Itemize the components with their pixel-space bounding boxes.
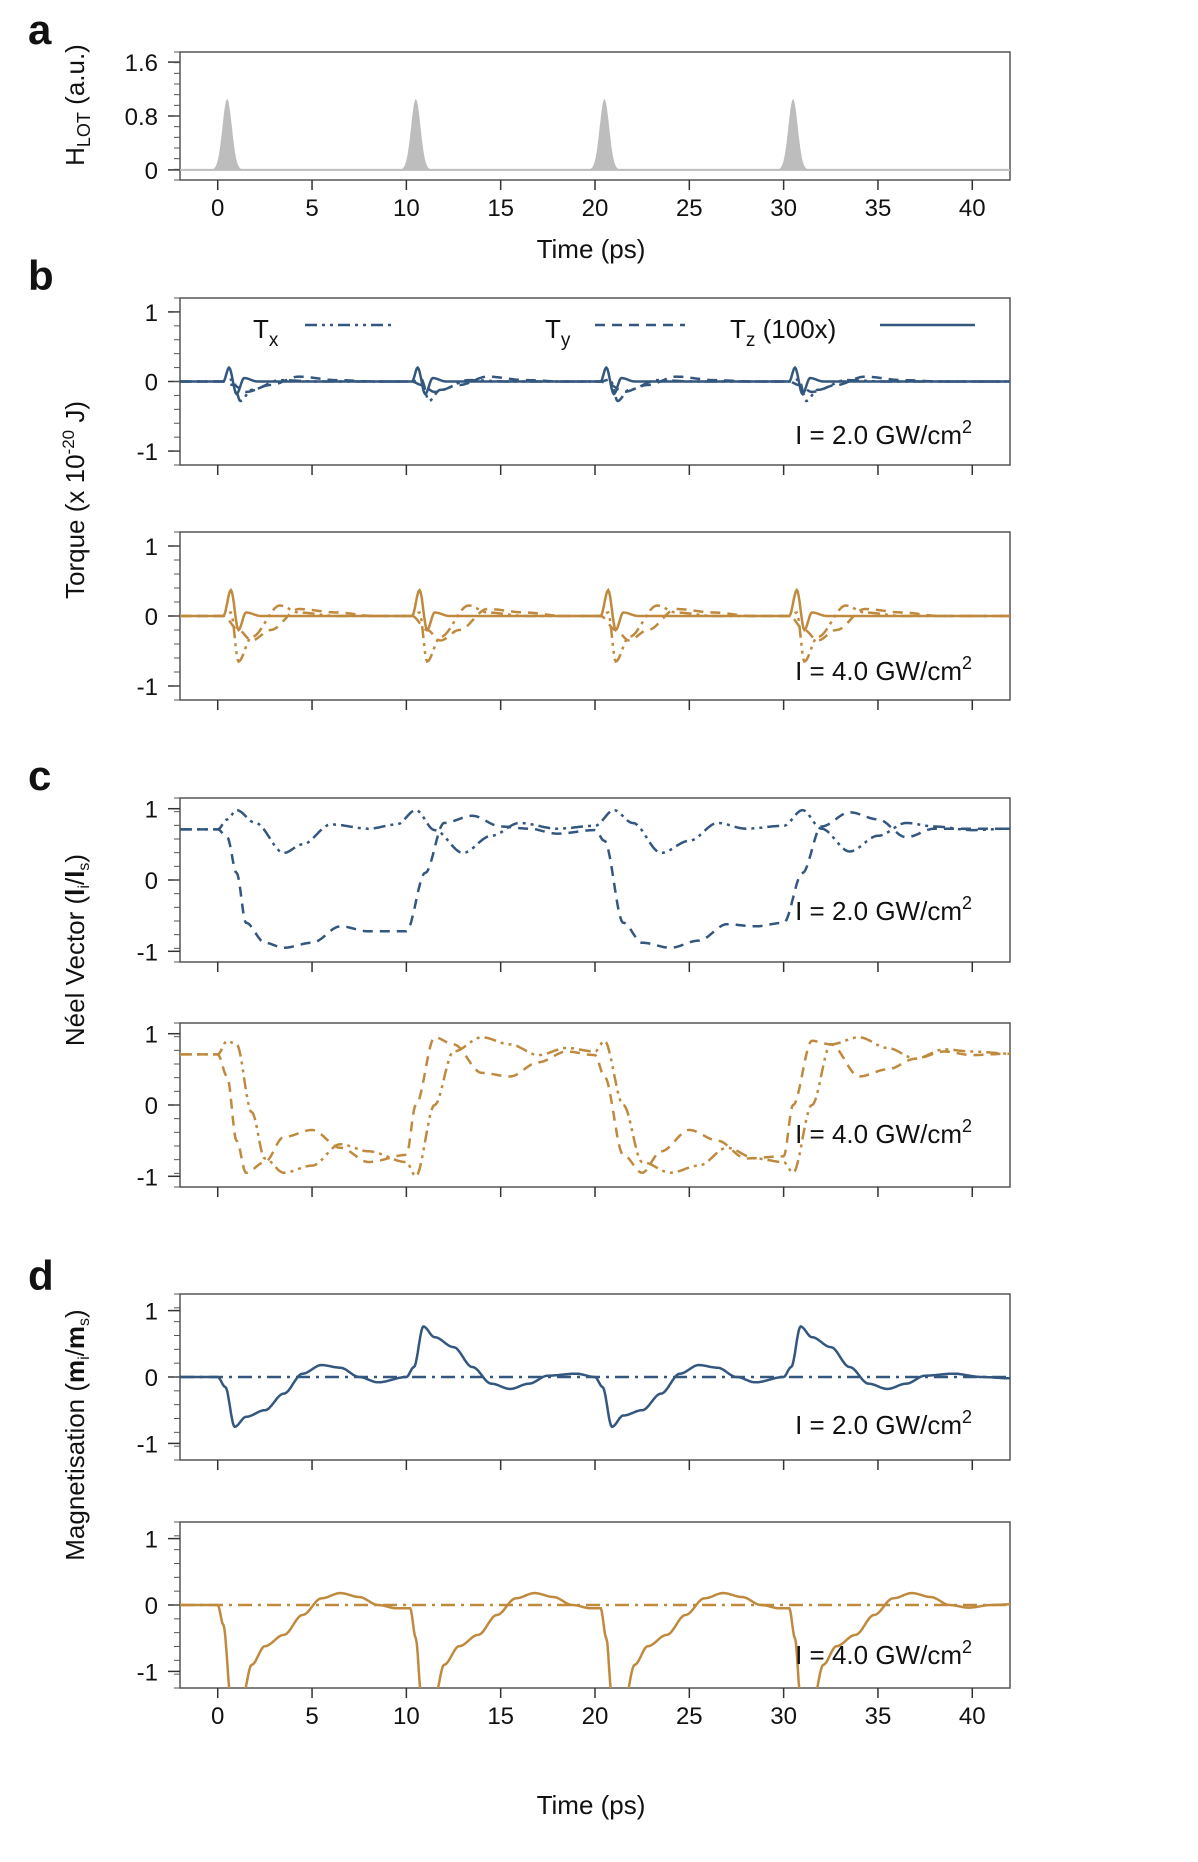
- series-line-ty: [180, 607, 1010, 642]
- x-tick-label: 15: [487, 1703, 514, 1730]
- y-tick-label: 1: [145, 797, 158, 824]
- panel-letter-b: b: [28, 252, 54, 299]
- intensity-label-b1: I = 2.0 GW/cm2: [795, 417, 972, 450]
- y-axis-title-c: Néel Vector (li/ls): [60, 854, 93, 1046]
- y-tick-label: -1: [137, 1659, 158, 1686]
- y-tick-label: 0: [145, 1365, 158, 1392]
- intensity-label-b2: I = 4.0 GW/cm2: [795, 653, 972, 686]
- y-tick-label: 0.8: [125, 104, 158, 131]
- y-tick-label: 0: [145, 370, 158, 397]
- x-tick-label: 40: [959, 195, 986, 222]
- x-tick-label: 0: [211, 195, 224, 222]
- x-tick-label: 10: [393, 195, 420, 222]
- y-axis-title-a: HLOT (a.u.): [60, 44, 94, 166]
- intensity-label-d1: I = 2.0 GW/cm2: [795, 1407, 972, 1440]
- y-tick-label: -1: [137, 439, 158, 466]
- legend: Tx Ty Tz (100x): [253, 314, 975, 351]
- x-tick-label: 40: [959, 1703, 986, 1730]
- panel-letter-a: a: [28, 6, 52, 53]
- laser-pulse: [208, 99, 247, 170]
- series-line-ly: [180, 811, 1010, 949]
- y-tick-label: 0: [145, 604, 158, 631]
- y-tick-label: 1: [145, 1022, 158, 1049]
- panel-letter-d: d: [28, 1252, 54, 1299]
- series-line-lx: [180, 1036, 1010, 1178]
- y-tick-label: 1: [145, 300, 158, 327]
- y-tick-label: 1.6: [125, 50, 158, 77]
- y-tick-label: 0: [145, 1093, 158, 1120]
- x-tick-label: 30: [770, 195, 797, 222]
- y-tick-label: 1: [145, 1299, 158, 1326]
- series-line-mz: [180, 1591, 1010, 1688]
- series-line-lx: [180, 808, 1010, 855]
- intensity-label-c2: I = 4.0 GW/cm2: [795, 1116, 972, 1149]
- y-tick-label: 0: [145, 1593, 158, 1620]
- series-line-tx: [180, 604, 1010, 664]
- y-axis-title-d: Magnetisation (mi/ms): [60, 1309, 93, 1560]
- intensity-label-d2: I = 4.0 GW/cm2: [795, 1637, 972, 1670]
- series-line-ly: [180, 1036, 1010, 1174]
- y-tick-label: 0: [145, 158, 158, 185]
- intensity-label-c1: I = 2.0 GW/cm2: [795, 893, 972, 926]
- chart-panel-c-bottom: 1 0 -1: [137, 1022, 1011, 1197]
- x-tick-label: 35: [865, 195, 892, 222]
- y-tick-label: -1: [137, 939, 158, 966]
- y-tick-label: 0: [145, 868, 158, 895]
- x-axis-title-a: Time (ps): [537, 234, 646, 264]
- chart-panel-d-top: 1 0 -1: [137, 1293, 1011, 1470]
- panel-letter-c: c: [28, 752, 51, 799]
- chart-panel-b-top: 1 0 -1: [137, 297, 1011, 475]
- x-tick-label: 20: [582, 1703, 609, 1730]
- x-tick-label: 0: [211, 1703, 224, 1730]
- x-tick-label: 25: [676, 195, 703, 222]
- chart-panel-b-bottom: 1 0 -1: [137, 531, 1011, 710]
- chart-panel-d-bottom: 10-10 5 10 15 20 25 30 35 40: [137, 1521, 1011, 1730]
- series-line-ty: [180, 375, 1010, 394]
- x-tick-label: 25: [676, 1703, 703, 1730]
- y-tick-label: -1: [137, 1431, 158, 1458]
- laser-pulse: [585, 99, 624, 170]
- chart-panel-a: 0 0.8 1.6 0 5 10 15 20 25 30 35 40: [125, 50, 1011, 222]
- legend-label-tz: Tz (100x): [730, 314, 836, 351]
- laser-pulse: [396, 99, 435, 170]
- series-line-tzx: [180, 365, 1010, 396]
- series-line-tzx: [180, 587, 1010, 632]
- x-tick-label: 35: [865, 1703, 892, 1730]
- y-tick-label: -1: [137, 674, 158, 701]
- x-tick-label: 5: [305, 1703, 318, 1730]
- y-tick-label: -1: [137, 1164, 158, 1191]
- legend-label-ty: Ty: [545, 314, 571, 351]
- x-tick-label: 5: [305, 195, 318, 222]
- laser-pulse: [774, 99, 812, 170]
- x-tick-label: 15: [487, 195, 514, 222]
- chart-panel-c-top: 1 0 -1: [137, 797, 1011, 972]
- legend-label-tx: Tx: [253, 314, 279, 351]
- y-axis-title-b: Torque (x 10-20 J): [59, 401, 90, 599]
- y-tick-label: 1: [145, 534, 158, 561]
- x-axis-title-d: Time (ps): [537, 1790, 646, 1820]
- y-tick-label: 1: [145, 1527, 158, 1554]
- x-tick-label: 10: [393, 1703, 420, 1730]
- x-tick-label: 30: [770, 1703, 797, 1730]
- x-tick-label: 20: [582, 195, 609, 222]
